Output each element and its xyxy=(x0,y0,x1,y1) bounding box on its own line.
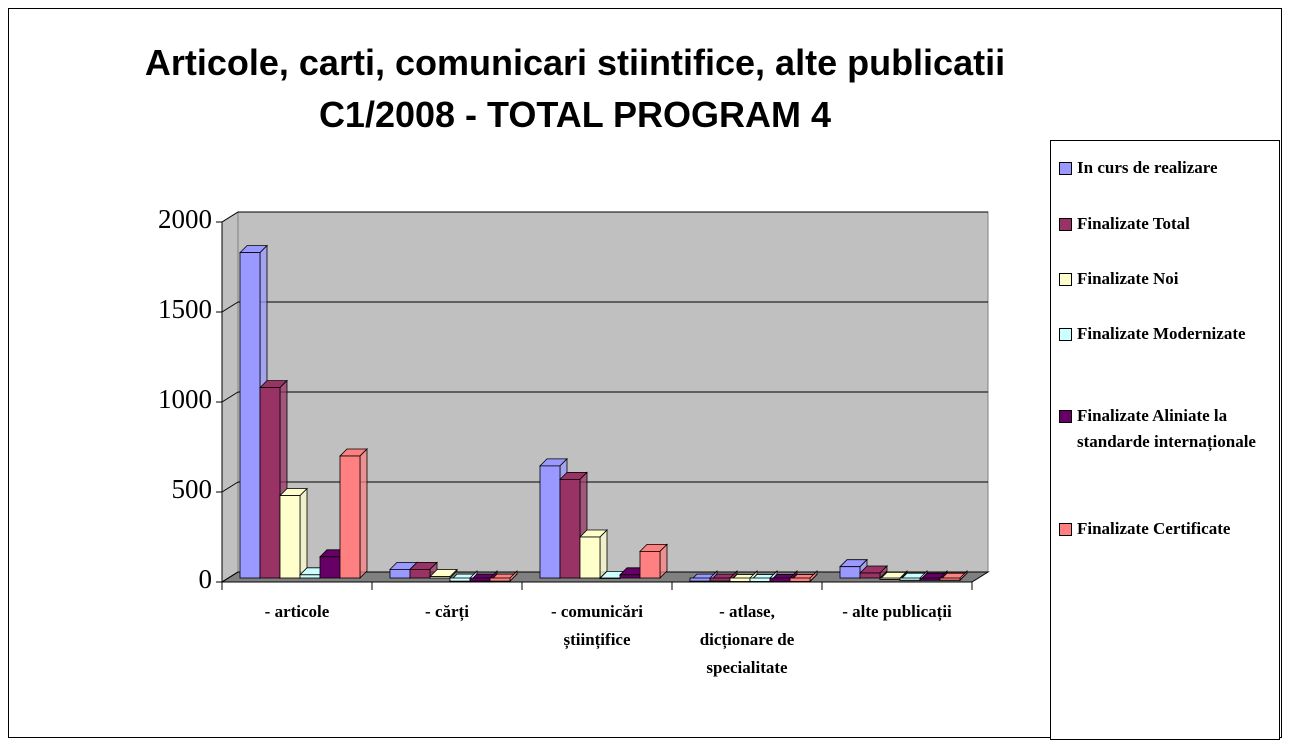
x-tick-label: - comunicări științifice xyxy=(532,598,662,654)
legend-item: Finalizate Total xyxy=(1059,211,1274,237)
y-tick-label: 0 xyxy=(199,564,213,594)
bar xyxy=(430,577,450,578)
legend-item: Finalizate Aliniate la standarde interna… xyxy=(1059,403,1274,455)
bar xyxy=(710,578,730,581)
bar xyxy=(880,578,900,579)
bar xyxy=(540,466,560,578)
bar xyxy=(840,567,860,578)
bar xyxy=(450,578,470,581)
bar xyxy=(730,578,750,581)
legend-label: Finalizate Modernizate xyxy=(1077,321,1246,347)
bar xyxy=(560,479,580,578)
legend-label: Finalizate Certificate xyxy=(1077,516,1230,542)
bar xyxy=(900,578,920,580)
bar xyxy=(860,573,880,578)
bar xyxy=(750,578,770,581)
x-tick-label: - articole xyxy=(232,598,362,626)
legend-swatch xyxy=(1059,523,1072,536)
x-tick-label: - cărți xyxy=(382,598,512,626)
bar-side xyxy=(300,489,307,578)
legend-label: Finalizate Total xyxy=(1077,211,1190,237)
legend-item: Finalizate Modernizate xyxy=(1059,321,1274,347)
y-tick-label: 500 xyxy=(172,474,213,504)
bar xyxy=(790,578,810,581)
legend-label: Finalizate Noi xyxy=(1077,266,1179,292)
bar xyxy=(940,578,960,580)
legend-label: In curs de realizare xyxy=(1077,155,1218,181)
bar xyxy=(340,456,360,578)
legend: In curs de realizare Finalizate Total Fina… xyxy=(1050,140,1280,740)
bar-group xyxy=(640,544,667,578)
legend-item: In curs de realizare xyxy=(1059,155,1274,181)
x-tick-label: - alte publicații xyxy=(832,598,962,626)
legend-label: Finalizate Aliniate la standarde interna… xyxy=(1077,403,1274,455)
legend-swatch xyxy=(1059,410,1072,423)
bar xyxy=(410,569,430,578)
y-tick-label: 1000 xyxy=(158,384,212,414)
legend-swatch xyxy=(1059,162,1072,175)
bar xyxy=(770,578,790,581)
bar xyxy=(620,575,640,578)
bar xyxy=(580,537,600,578)
bar xyxy=(920,578,940,580)
bar xyxy=(240,253,260,578)
bar-side xyxy=(360,449,367,578)
bar xyxy=(690,578,710,581)
bar xyxy=(280,496,300,578)
bar-group xyxy=(340,449,367,578)
bar xyxy=(260,388,280,578)
legend-swatch xyxy=(1059,328,1072,341)
bar xyxy=(640,551,660,578)
bar xyxy=(300,575,320,578)
bar xyxy=(320,557,340,578)
legend-swatch xyxy=(1059,218,1072,231)
x-tick-label: - atlase, dicționare de specialitate xyxy=(682,598,812,682)
bar xyxy=(390,569,410,578)
bar-group xyxy=(280,489,307,578)
legend-item: Finalizate Certificate xyxy=(1059,516,1274,542)
legend-swatch xyxy=(1059,273,1072,286)
bar-group xyxy=(580,530,607,578)
bar-side xyxy=(600,530,607,578)
y-tick-label: 2000 xyxy=(158,204,212,234)
y-tick-label: 1500 xyxy=(158,294,212,324)
bar xyxy=(470,578,490,581)
bar xyxy=(490,578,510,581)
legend-item: Finalizate Noi xyxy=(1059,266,1274,292)
